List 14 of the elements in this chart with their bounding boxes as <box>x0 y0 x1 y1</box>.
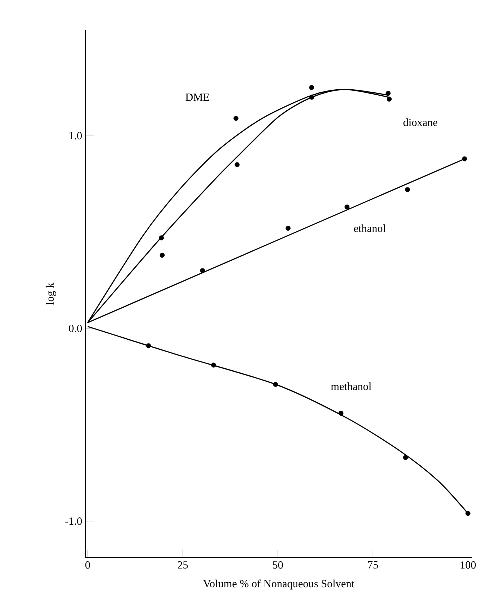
x-tick-label: 100 <box>460 562 476 569</box>
x-axis-title: Volume % of Nonaqueous Solvent <box>203 580 355 590</box>
text: methanol <box>331 382 372 390</box>
x-tick-label: 25 <box>178 562 188 569</box>
x-tick-label: 0 <box>86 562 90 569</box>
x-tick-label: 50 <box>273 562 284 569</box>
series-label: ethanol <box>354 224 386 232</box>
x-tick-label: 75 <box>368 562 378 569</box>
y-axis-title: log k <box>46 282 56 305</box>
y-tick-label: 0.0 <box>69 324 82 332</box>
series-label: dioxane <box>404 118 438 126</box>
y-tick-label: 1.0 <box>70 132 82 140</box>
text: DME <box>186 94 210 102</box>
y-tick-label: -1.0 <box>66 518 82 526</box>
